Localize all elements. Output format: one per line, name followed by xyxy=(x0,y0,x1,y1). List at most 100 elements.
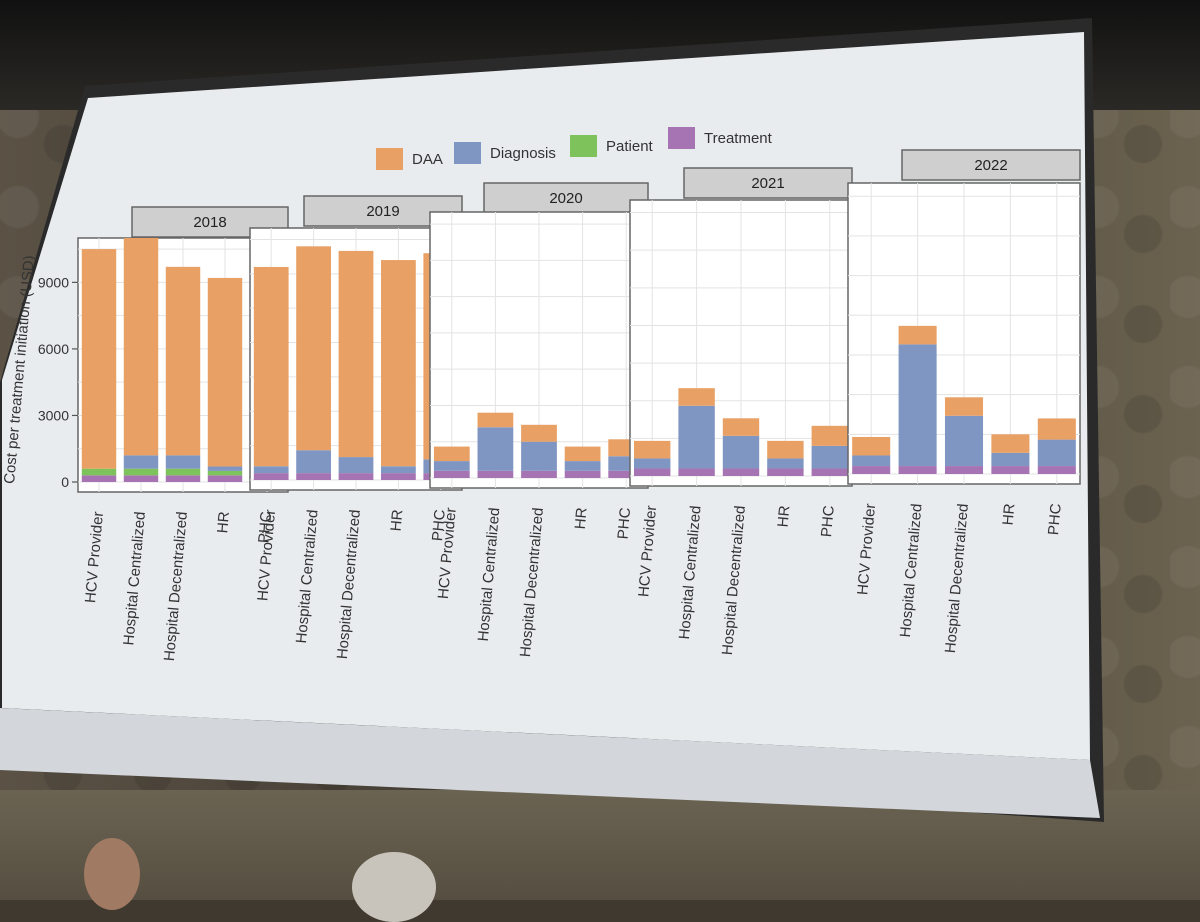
bar-segment-treatment xyxy=(253,473,289,480)
y-axis-ticks: 0 3000 6000 9000 xyxy=(38,274,78,490)
bar-segment-treatment xyxy=(477,470,514,478)
y-tick-label: 6000 xyxy=(38,341,69,357)
x-tick-label: HR xyxy=(775,505,794,528)
bar-2018-hr xyxy=(207,277,243,482)
bar-segment-daa xyxy=(207,277,243,467)
panel-strip-label-2019: 2019 xyxy=(366,203,399,220)
bar-segment-daa xyxy=(633,440,671,459)
bar-segment-daa xyxy=(477,412,514,428)
bar-segment-daa xyxy=(991,434,1030,453)
bar-segment-treatment xyxy=(165,475,201,482)
bar-segment-daa xyxy=(852,436,891,456)
legend-swatch-diagnosis xyxy=(454,142,481,164)
legend-label-diagnosis: Diagnosis xyxy=(490,145,556,162)
bar-segment-treatment xyxy=(521,470,557,478)
bar-2022-hcv-provider xyxy=(852,436,891,474)
bar-segment-treatment xyxy=(381,473,416,480)
bar-2018-hospital-centralized xyxy=(123,238,159,482)
bar-2018-hospital-decentralized xyxy=(165,266,201,482)
bar-2020-hcv-provider xyxy=(433,446,470,478)
bar-segment-diagnosis xyxy=(991,452,1030,467)
bar-2022-hospital-centralized xyxy=(898,325,937,474)
bar-2020-hospital-centralized xyxy=(477,412,514,478)
bar-segment-daa xyxy=(678,388,715,406)
x-tick-label: PHC xyxy=(614,507,634,540)
bar-segment-treatment xyxy=(852,466,891,474)
panel-strip-2022 xyxy=(901,149,1081,181)
bar-segment-treatment xyxy=(608,470,645,478)
x-tick-label: HR xyxy=(572,507,591,530)
bar-segment-daa xyxy=(944,397,984,416)
legend-label-treatment: Treatment xyxy=(704,130,773,147)
bar-segment-treatment xyxy=(433,470,470,478)
bar-segment-treatment xyxy=(564,470,601,478)
x-tick-label: HR xyxy=(1000,503,1019,526)
bar-segment-daa xyxy=(521,424,557,442)
bar-segment-daa xyxy=(767,440,804,459)
bar-segment-diagnosis xyxy=(253,466,289,474)
bar-segment-daa xyxy=(811,425,849,446)
screen-bottom-strip xyxy=(0,708,1100,818)
bar-segment-diagnosis xyxy=(678,405,715,469)
bar-segment-diagnosis xyxy=(521,441,557,471)
bar-2019-hr xyxy=(381,260,416,480)
bar-segment-treatment xyxy=(633,468,671,476)
bar-segment-diagnosis xyxy=(944,415,984,467)
bar-segment-patient xyxy=(165,468,201,476)
panel-gridlines-2020 xyxy=(430,212,648,488)
bar-2018-hcv-provider xyxy=(81,249,117,482)
bar-segment-daa xyxy=(1037,418,1076,440)
bar-segment-treatment xyxy=(81,475,117,482)
bar-segment-daa xyxy=(165,266,201,456)
bar-segment-diagnosis xyxy=(852,455,891,467)
bar-segment-daa xyxy=(81,249,117,469)
x-tick-label: PHC xyxy=(1045,503,1065,536)
panel-strip-label-2021: 2021 xyxy=(751,175,784,192)
bar-segment-treatment xyxy=(338,473,374,480)
bar-segment-daa xyxy=(898,325,937,345)
bar-segment-daa xyxy=(564,446,601,462)
bar-segment-patient xyxy=(123,468,159,476)
legend-label-daa: DAA xyxy=(412,151,443,168)
bar-2019-hcv-provider xyxy=(253,266,289,480)
bar-segment-treatment xyxy=(991,466,1030,474)
panel-strip-label-2022: 2022 xyxy=(974,157,1007,174)
bar-segment-treatment xyxy=(722,468,760,476)
x-tick-label: HR xyxy=(388,509,407,532)
bar-segment-diagnosis xyxy=(165,455,201,469)
x-tick-label: PHC xyxy=(429,509,449,542)
bar-segment-daa xyxy=(433,446,470,462)
bar-2019-hospital-decentralized xyxy=(338,250,374,480)
bar-segment-daa xyxy=(381,260,416,467)
bar-segment-diagnosis xyxy=(898,344,937,467)
bar-segment-treatment xyxy=(767,468,804,476)
bar-2022-hospital-decentralized xyxy=(944,397,984,474)
bar-segment-patient xyxy=(207,470,243,476)
bar-segment-daa xyxy=(123,238,159,456)
bar-2022-hr xyxy=(991,434,1030,474)
bar-segment-diagnosis xyxy=(811,445,849,469)
bar-2021-hospital-decentralized xyxy=(722,418,760,476)
bar-segment-diagnosis xyxy=(296,450,331,474)
bar-segment-daa xyxy=(253,266,289,467)
bar-segment-diagnosis xyxy=(722,435,760,469)
bar-segment-treatment xyxy=(678,468,715,476)
bar-segment-treatment xyxy=(811,468,849,476)
legend-label-patient: Patient xyxy=(606,138,654,155)
panel-strip-2021 xyxy=(683,167,853,199)
bar-segment-treatment xyxy=(1037,466,1076,474)
bar-segment-daa xyxy=(296,246,331,451)
bar-segment-daa xyxy=(722,418,760,436)
bar-segment-diagnosis xyxy=(338,457,374,474)
bar-segment-diagnosis xyxy=(123,455,159,469)
bar-2022-phc xyxy=(1037,418,1076,474)
x-tick-label: PHC xyxy=(255,511,275,544)
bar-segment-treatment xyxy=(944,466,984,474)
bar-segment-diagnosis xyxy=(433,461,470,471)
bar-2021-hr xyxy=(767,440,804,476)
bar-segment-diagnosis xyxy=(1037,439,1076,467)
x-tick-label: PHC xyxy=(818,505,838,538)
bar-segment-treatment xyxy=(296,473,331,480)
